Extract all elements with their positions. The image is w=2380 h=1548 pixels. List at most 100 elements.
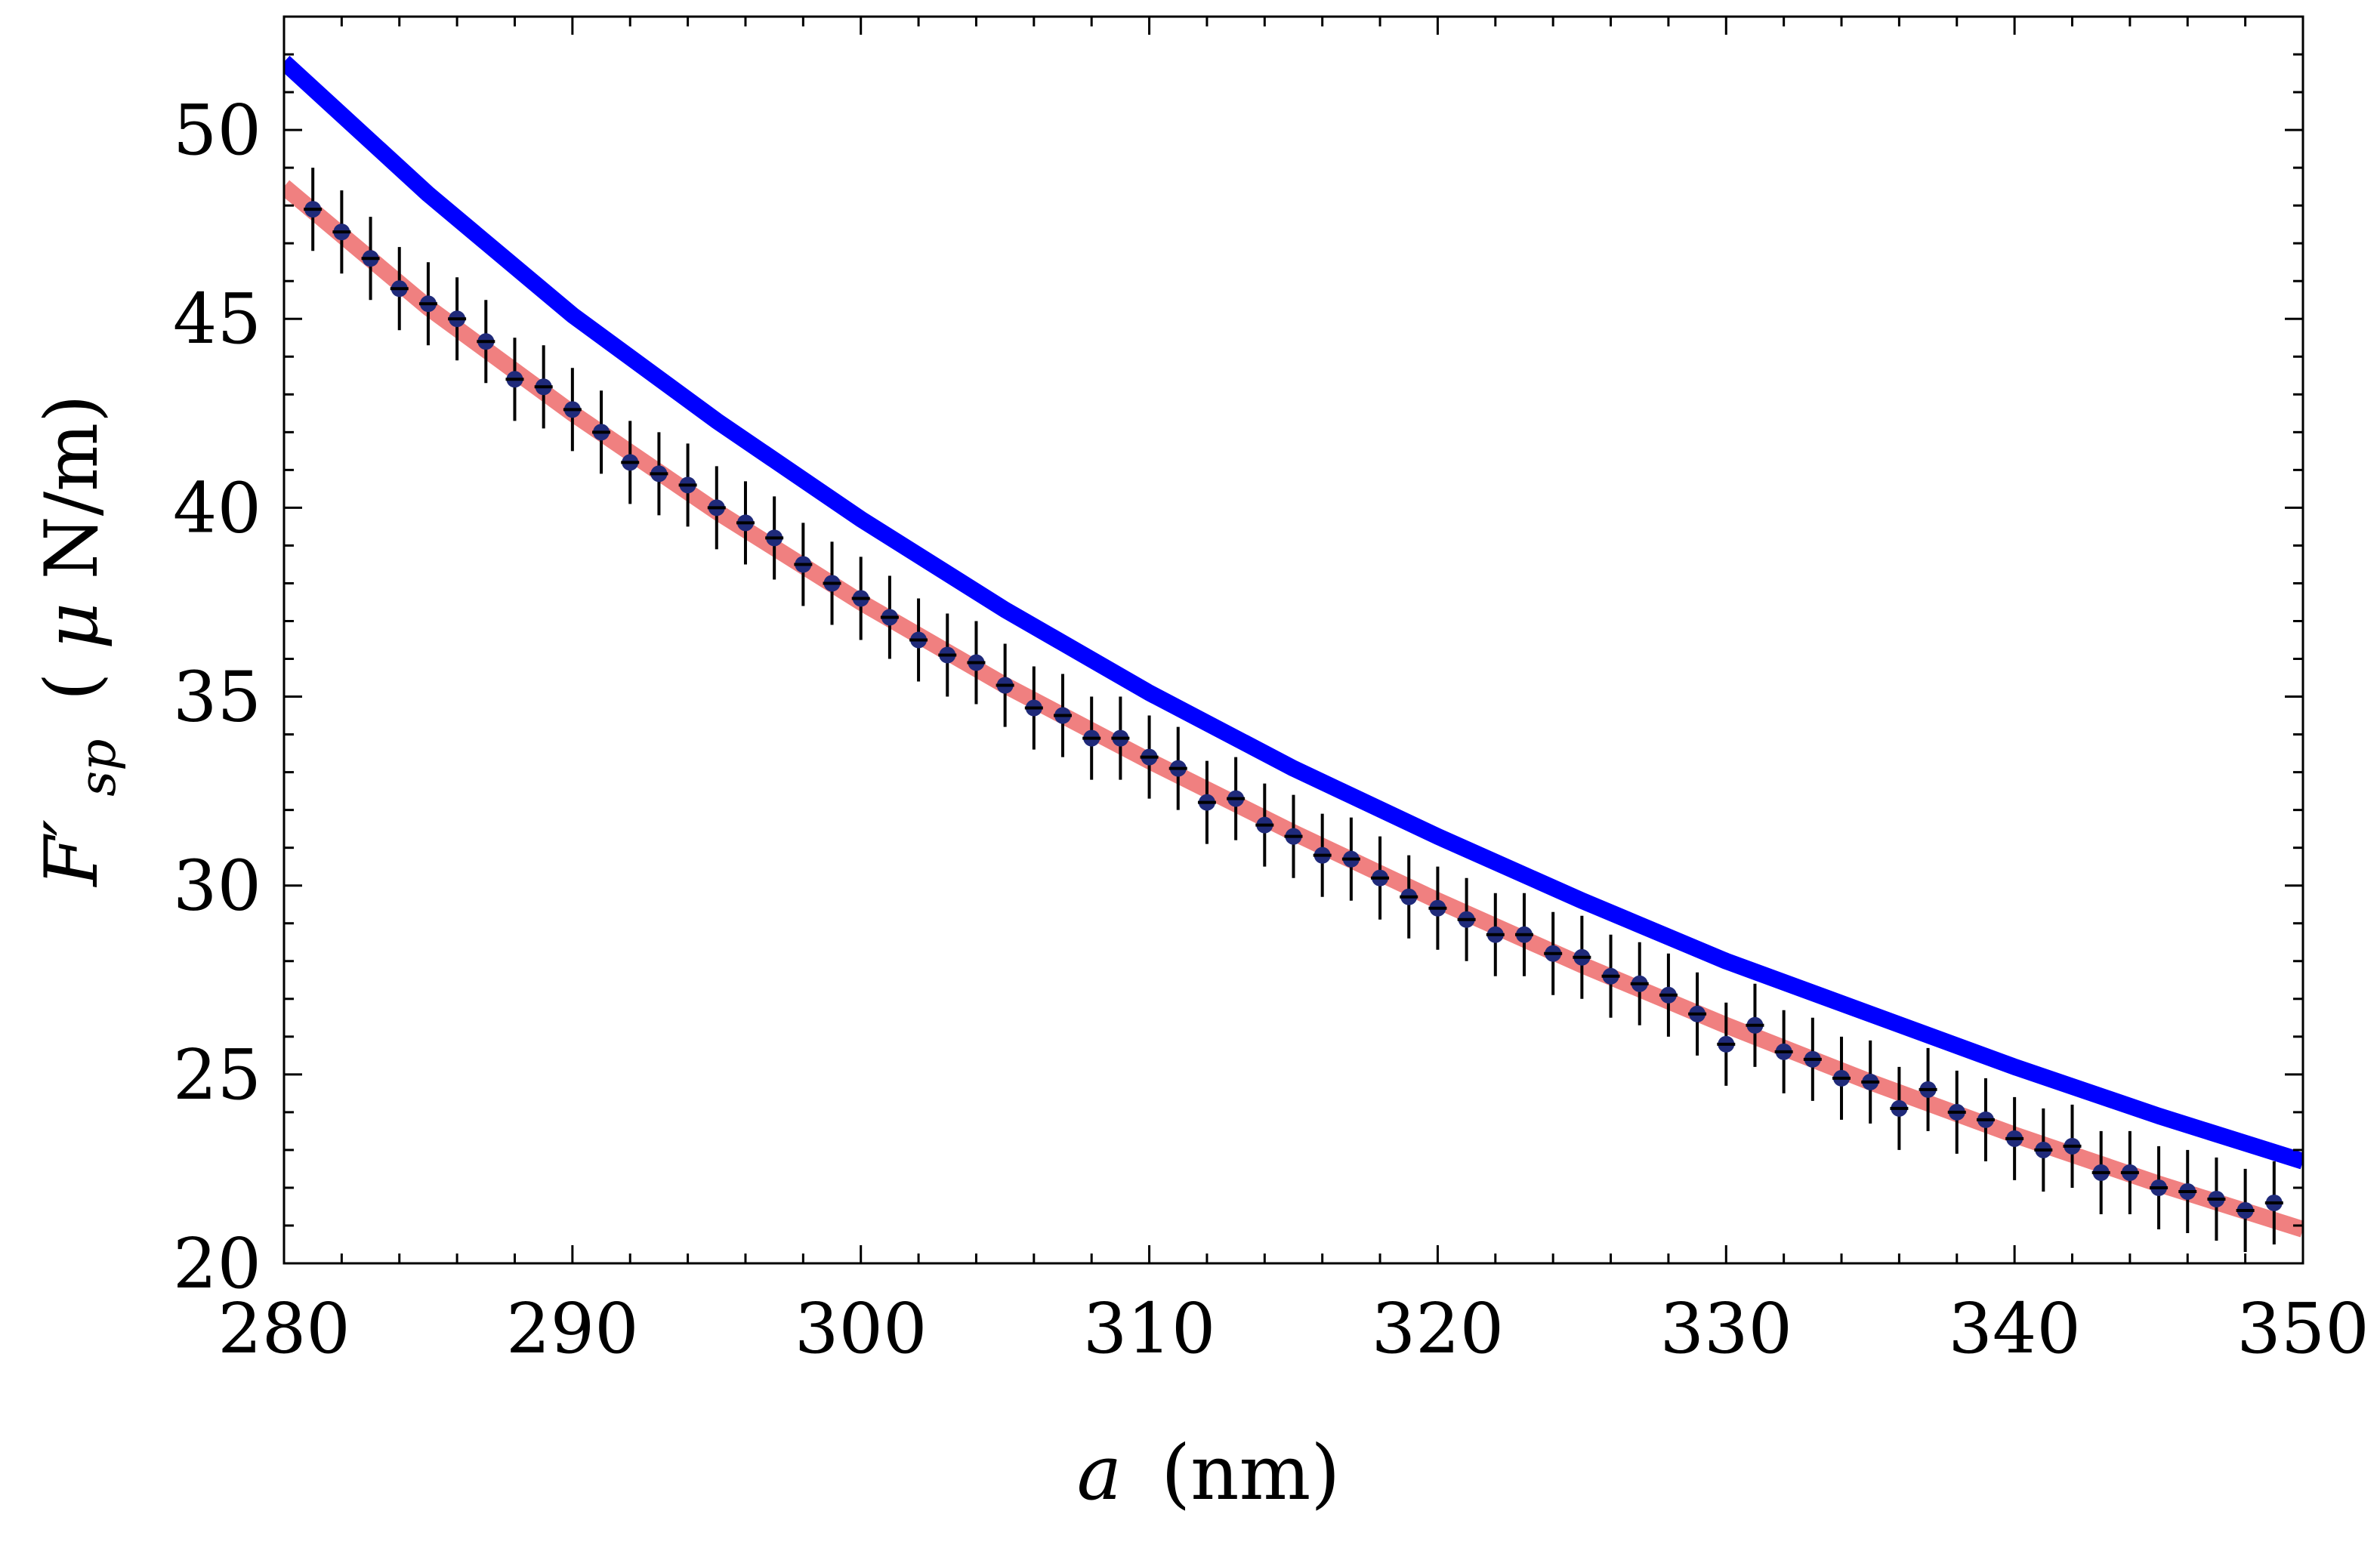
- data-point: [909, 598, 928, 682]
- y-tick-label: 20: [173, 1223, 261, 1304]
- data-point: [2034, 1108, 2053, 1192]
- data-point: [938, 613, 957, 697]
- data-point: [621, 421, 640, 504]
- lower-curve: [284, 180, 2303, 1238]
- data-point: [505, 338, 524, 421]
- y-tick-label: 30: [173, 846, 261, 927]
- curves-layer: [284, 55, 2303, 1238]
- data-point: [2236, 1168, 2255, 1252]
- data-point: [1947, 1070, 1966, 1154]
- data-point: [2120, 1130, 2139, 1214]
- data-point: [1111, 696, 1130, 780]
- x-tick-label: 340: [1948, 1288, 2081, 1369]
- data-point: [2005, 1096, 2024, 1180]
- data-point: [1717, 1002, 1736, 1086]
- y-axis-ticks: 20 25 30 35 40 45 50: [173, 15, 2303, 1304]
- data-point: [1341, 817, 1360, 901]
- data-point: [361, 217, 380, 301]
- data-point: [967, 621, 986, 705]
- data-point: [304, 168, 323, 251]
- data-point: [1054, 674, 1073, 757]
- plot-frame: [282, 15, 2304, 1265]
- data-point: [1428, 866, 1447, 950]
- data-point: [1371, 836, 1390, 920]
- data-point: [1832, 1036, 1851, 1120]
- data-point: [1774, 1010, 1793, 1093]
- x-tick-label: 300: [795, 1288, 928, 1369]
- data-point: [1400, 855, 1418, 939]
- data-point: [2207, 1157, 2226, 1241]
- data-point: [418, 262, 437, 346]
- data-point: [2091, 1130, 2110, 1214]
- data-point: [448, 277, 467, 361]
- x-axis-var: a: [1077, 1429, 1122, 1517]
- data-point: [823, 541, 841, 625]
- data-point: [2150, 1146, 2169, 1229]
- data-point: [1313, 813, 1332, 897]
- data-point: [1140, 715, 1159, 799]
- y-axis-unit-prefix: μ: [29, 603, 114, 649]
- data-point: [1024, 666, 1043, 750]
- x-tick-label: 290: [506, 1288, 639, 1369]
- data-point: [563, 368, 582, 452]
- data-point: [794, 523, 813, 606]
- data-point: [1919, 1047, 1937, 1131]
- data-point: [1284, 794, 1303, 878]
- y-axis-unit-open: (: [29, 673, 114, 701]
- data-point: [1227, 757, 1246, 840]
- data-point: [1573, 915, 1591, 999]
- data-point: [332, 190, 351, 274]
- data-point: [477, 300, 495, 384]
- x-tick-label: 280: [218, 1288, 350, 1369]
- x-axis-title: a (nm): [1077, 1429, 1341, 1517]
- data-point: [1659, 953, 1678, 1037]
- data-point: [678, 443, 697, 527]
- x-tick-label: 330: [1659, 1288, 1792, 1369]
- data-point: [592, 390, 611, 474]
- y-axis-var: F′: [29, 819, 114, 888]
- data-point: [1457, 877, 1476, 961]
- y-tick-label: 25: [173, 1035, 261, 1115]
- data-point: [1255, 783, 1274, 867]
- data-point: [390, 247, 409, 331]
- y-tick-label: 35: [173, 657, 261, 738]
- points-layer: [304, 168, 2283, 1252]
- y-tick-label: 50: [173, 90, 261, 171]
- data-point: [1861, 1040, 1880, 1124]
- x-tick-label: 310: [1083, 1288, 1216, 1369]
- x-tick-label: 350: [2236, 1288, 2369, 1369]
- data-point: [1688, 972, 1707, 1056]
- data-point: [1486, 893, 1505, 976]
- y-axis-unit: N/m): [29, 394, 114, 579]
- data-point: [650, 432, 668, 516]
- data-point: [1890, 1066, 1909, 1150]
- y-axis-subscript: sp: [69, 739, 127, 797]
- data-point: [880, 575, 899, 659]
- data-point: [1630, 942, 1649, 1025]
- data-point: [1082, 696, 1101, 780]
- data-point: [707, 466, 726, 550]
- data-point: [1601, 934, 1620, 1018]
- data-point: [2063, 1104, 2082, 1188]
- data-point: [1746, 983, 1764, 1067]
- data-point: [2264, 1161, 2283, 1244]
- data-point: [996, 643, 1014, 727]
- data-point: [1197, 760, 1216, 844]
- data-point: [1514, 893, 1533, 976]
- data-point: [1168, 726, 1187, 810]
- upper-curve: [284, 55, 2303, 1170]
- y-axis-title: F′ sp ( μ N/m): [29, 394, 132, 887]
- y-tick-label: 40: [173, 467, 261, 548]
- data-point: [765, 496, 784, 580]
- y-tick-label: 45: [173, 279, 261, 359]
- data-point: [534, 345, 553, 429]
- data-point: [736, 481, 755, 565]
- data-point: [851, 557, 870, 640]
- data-point: [1544, 911, 1563, 995]
- x-axis-ticks: 280 290 300 310 320 330 340 350: [218, 17, 2369, 1369]
- x-axis-unit: (nm): [1161, 1429, 1340, 1517]
- data-point: [2178, 1149, 2197, 1233]
- data-point: [1976, 1078, 1995, 1161]
- data-point: [1803, 1017, 1822, 1101]
